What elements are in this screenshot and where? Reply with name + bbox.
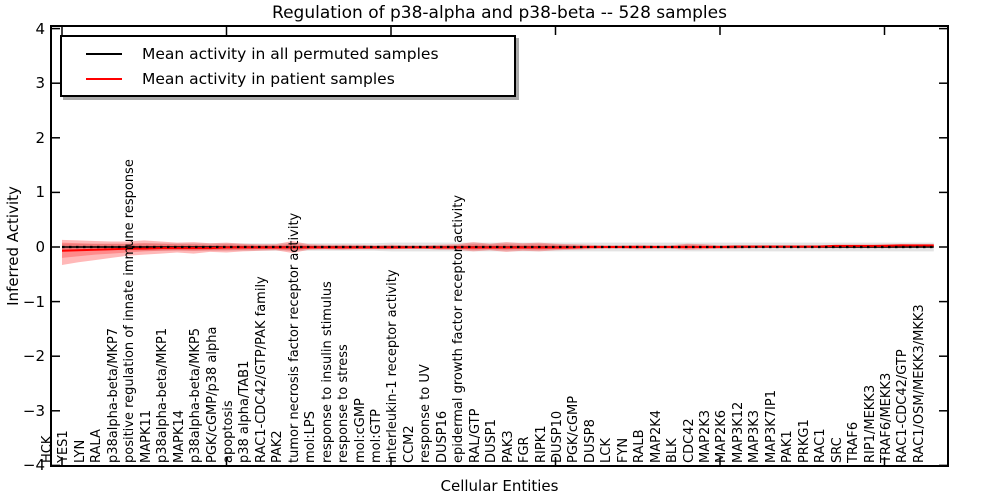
x-category-label: response to UV [418, 364, 434, 463]
chart-title: Regulation of p38-alpha and p38-beta -- … [272, 3, 727, 23]
x-category-label: SRC [829, 437, 845, 463]
x-category-label: RIPK1 [533, 425, 549, 463]
y-tick-label: 0 [35, 238, 45, 256]
x-category-label: LYN [72, 439, 88, 463]
x-category-label: DUSP1 [484, 419, 500, 463]
x-category-label: DUSP10 [549, 410, 565, 463]
x-category-label: RAC1-CDC42/GTP [895, 349, 911, 463]
x-category-label: RIP1/MEKK3 [862, 384, 878, 463]
x-category-label: epidermal growth factor receptor activit… [451, 194, 467, 463]
x-axis-label: Cellular Entities [440, 477, 559, 495]
legend-line-permuted [86, 52, 122, 55]
x-category-label: p38 alpha/TAB1 [237, 360, 253, 463]
x-category-label: MAP2K4 [648, 409, 664, 463]
x-category-label: RAC1 [813, 428, 829, 463]
x-category-label: apoptosis [220, 400, 236, 463]
plot-area [50, 25, 949, 467]
y-tick-label: 4 [35, 19, 45, 38]
x-category-label: mol:cGMP [352, 398, 368, 463]
x-category-label: mol:LPS [303, 411, 319, 463]
y-tick-label: −4 [22, 456, 45, 475]
x-category-label: TRAF6/MEKK3 [878, 372, 894, 463]
x-category-label: MAP3K3 [747, 409, 763, 463]
x-category-label: p38alpha-beta/MKP5 [188, 327, 204, 463]
legend: Mean activity in all permuted samples Me… [60, 35, 516, 97]
x-category-label: DUSP8 [582, 419, 598, 463]
x-category-label: CDC42 [681, 418, 697, 463]
y-tick-label: −1 [22, 292, 45, 311]
x-category-label: TRAF6 [846, 421, 862, 463]
y-tick-label: 3 [35, 74, 45, 93]
y-tick-label: −3 [22, 401, 45, 420]
x-category-label: p38alpha-beta/MKP1 [155, 327, 171, 463]
x-category-label: MAP2K6 [714, 409, 730, 463]
x-category-label: RAC1-CDC42/GTP/PAK family [253, 276, 269, 463]
legend-line-patient [86, 77, 122, 80]
legend-item-patient: Mean activity in patient samples [62, 70, 514, 88]
x-category-label: DUSP16 [434, 410, 450, 463]
x-category-label: p38alpha-beta/MKP7 [105, 327, 121, 463]
x-category-label: mol:GTP [369, 409, 384, 463]
x-category-label: YES1 [56, 430, 72, 463]
x-category-label: FYN [615, 437, 631, 463]
x-category-label: MAPK11 [138, 409, 154, 463]
x-category-label: RAL/GTP [467, 408, 483, 463]
x-category-label: BLK [665, 438, 681, 463]
y-tick-label: 1 [35, 183, 45, 202]
x-category-label: HCK [40, 435, 55, 463]
x-category-label: LCK [599, 438, 615, 463]
x-category-label: positive regulation of innate immune res… [122, 159, 138, 463]
x-category-label: RALB [632, 429, 648, 463]
x-category-label: MAP3K12 [730, 401, 746, 463]
x-category-label: MAP2K3 [698, 409, 713, 463]
x-category-label: FGR [517, 436, 533, 463]
x-category-label: PGK/cGMP [566, 395, 582, 463]
x-category-label: interleukin-1 receptor activity [385, 269, 401, 463]
legend-label-permuted: Mean activity in all permuted samples [142, 44, 439, 63]
legend-label-patient: Mean activity in patient samples [142, 69, 395, 88]
x-category-label: response to stress [336, 344, 352, 463]
x-category-label: PAK3 [500, 430, 516, 463]
x-category-label: response to insulin stimulus [319, 281, 335, 463]
x-category-label: MAP3K7IP1 [763, 390, 779, 463]
y-tick-label: −2 [22, 347, 45, 366]
x-category-label: MAPK14 [171, 409, 187, 463]
x-category-label: PAK2 [270, 430, 286, 463]
y-tick-label: 2 [35, 128, 45, 147]
x-category-label: PGK/cGMP/p38 alpha [204, 326, 220, 463]
legend-item-permuted: Mean activity in all permuted samples [62, 45, 514, 63]
x-category-label: tumor necrosis factor receptor activity [286, 212, 302, 463]
plot-canvas [52, 27, 947, 465]
x-category-label: RALA [89, 429, 105, 463]
x-category-label: CCM2 [401, 425, 417, 463]
x-category-label: PRKG1 [796, 419, 812, 463]
x-category-label: PAK1 [780, 430, 796, 463]
x-category-label: RAC1/OSM/MEKK3/MKK3 [911, 304, 927, 463]
